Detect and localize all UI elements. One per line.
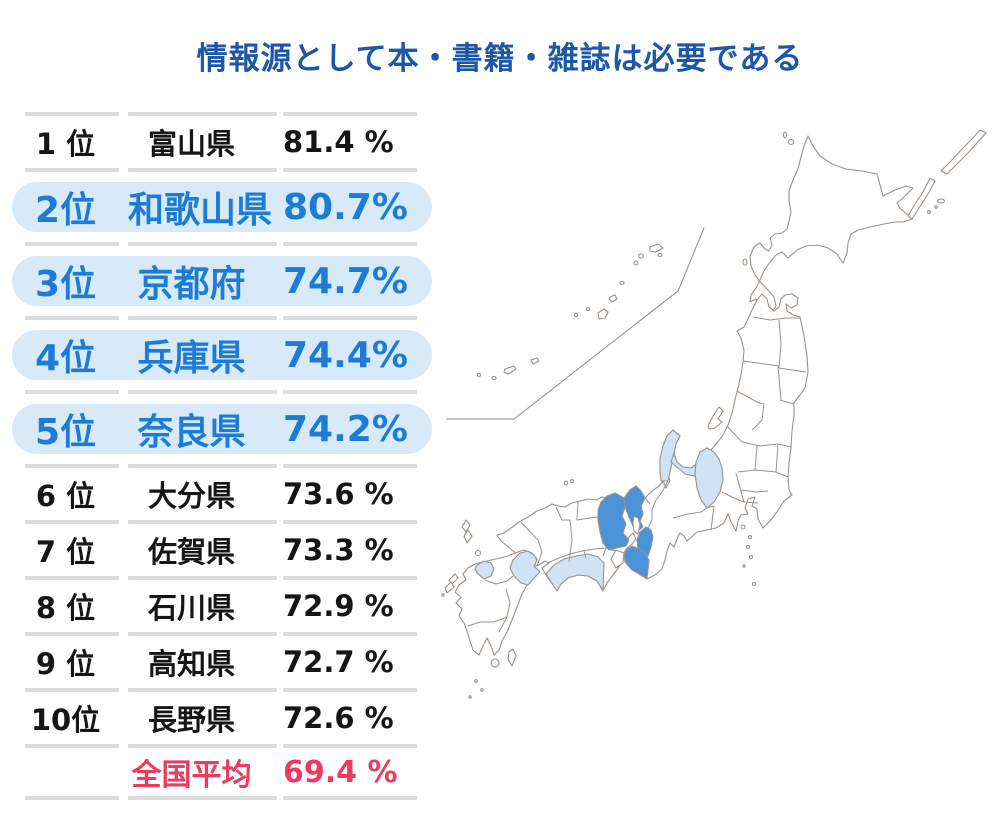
- pref-wakayama: [623, 545, 650, 579]
- rank-cell: 7 位: [35, 535, 96, 569]
- prefecture-cell: 奈良県: [137, 412, 246, 453]
- divider: [12, 112, 432, 116]
- pref-saga: [474, 560, 495, 580]
- value-cell: 73.6 %: [283, 477, 394, 511]
- highlight-pill: [12, 330, 432, 380]
- pref-ishikawa: [659, 429, 681, 482]
- ranking-table: 1 位 富山県 81.4 % 2位 和歌山県 80.7% 3位 京都府 74.7…: [12, 112, 432, 800]
- value-cell: 72.7 %: [283, 645, 394, 679]
- divider: [12, 632, 432, 636]
- value-cell: 81.4 %: [283, 125, 394, 159]
- divider: [12, 242, 432, 246]
- divider: [12, 168, 432, 172]
- value-cell: 74.7%: [283, 260, 408, 302]
- prefecture-cell: 高知県: [147, 647, 235, 681]
- divider: [12, 688, 432, 692]
- tsushima-island: [461, 519, 471, 533]
- rank-cell: 9 位: [35, 647, 96, 681]
- izu-islands: [740, 524, 746, 530]
- rank-cell: 10位: [30, 703, 101, 737]
- prefecture-cell: 兵庫県: [137, 338, 246, 379]
- rank-row-6: 6 位 大分県 73.6 %: [12, 468, 432, 520]
- rank-cell: 6 位: [35, 479, 96, 513]
- rank-cell: 3位: [34, 264, 97, 305]
- value-cell: 74.4%: [283, 334, 408, 376]
- pref-nagano: [694, 447, 724, 509]
- hokkaido: [742, 131, 914, 318]
- kuril-islands: [907, 129, 987, 220]
- prefecture-cell: 全国平均: [131, 758, 252, 793]
- dark-highlight-prefectures: [597, 485, 654, 579]
- prefecture-cell: 富山県: [147, 127, 235, 161]
- japan-map: [440, 100, 1000, 814]
- value-cell: 69.4 %: [283, 754, 398, 790]
- prefecture-cell: 佐賀県: [147, 535, 235, 569]
- awaji-island: [610, 549, 625, 569]
- value-cell: 72.9 %: [283, 589, 394, 623]
- rank-row-7: 7 位 佐賀県 73.3 %: [12, 524, 432, 576]
- prefecture-cell: 京都府: [137, 264, 246, 305]
- yakushima-island: [490, 658, 500, 668]
- pref-kyoto: [623, 485, 646, 532]
- prefecture-cell: 大分県: [147, 479, 235, 513]
- highlight-pill: [12, 404, 432, 454]
- value-cell: 74.2%: [283, 408, 408, 450]
- divider: [12, 576, 432, 580]
- nansei-islands: [476, 243, 664, 381]
- rank-row-9: 9 位 高知県 72.7 %: [12, 636, 432, 688]
- rishiri-island: [787, 138, 795, 146]
- rank-row-8: 8 位 石川県 72.9 %: [12, 580, 432, 632]
- divider: [12, 390, 432, 394]
- prefecture-cell: 和歌山県: [128, 190, 273, 231]
- national-average-row: 全国平均 69.4 %: [12, 748, 432, 796]
- rank-cell: 8 位: [35, 591, 96, 625]
- rank-row-1: 1 位 富山県 81.4 %: [12, 116, 432, 168]
- rank-row-3: 3位 京都府 74.7%: [12, 246, 432, 316]
- value-cell: 80.7%: [283, 186, 408, 228]
- prefecture-borders: [467, 316, 807, 633]
- oki-islands: [563, 480, 569, 486]
- divider: [12, 744, 432, 748]
- pref-oita: [509, 550, 541, 586]
- prefecture-cell: 長野県: [147, 703, 235, 737]
- highlight-pill: [12, 256, 432, 306]
- rank-row-10: 10位 長野県 72.6 %: [12, 692, 432, 744]
- rank-row-4: 4位 兵庫県 74.4%: [12, 320, 432, 390]
- okushiri-island: [742, 258, 748, 266]
- rank-cell: 4位: [34, 338, 97, 379]
- prefecture-cell: 石川県: [147, 591, 235, 625]
- rank-row-5: 5位 奈良県 74.2%: [12, 394, 432, 464]
- light-highlight-prefectures: [474, 429, 724, 592]
- page-title: 情報源として本・書籍・雑誌は必要である: [196, 41, 804, 77]
- divider: [12, 316, 432, 320]
- rank-cell: 1 位: [35, 127, 96, 161]
- rank-cell: 5位: [34, 412, 97, 453]
- inset-divider-line: [446, 227, 705, 420]
- rebun-island: [782, 131, 788, 139]
- divider: [12, 464, 432, 468]
- lake-biwa: [632, 515, 641, 535]
- rank-cell: 2位: [34, 190, 97, 231]
- tanegashima-island: [507, 648, 517, 667]
- rank-row-2: 2位 和歌山県 80.7%: [12, 172, 432, 242]
- iki-island: [474, 549, 482, 557]
- highlight-pill: [12, 182, 432, 232]
- value-cell: 72.6 %: [283, 701, 394, 735]
- value-cell: 73.3 %: [283, 533, 394, 567]
- divider: [12, 796, 432, 800]
- small-islands: [563, 406, 757, 587]
- sado-island: [707, 406, 724, 430]
- pref-hyogo: [597, 492, 630, 551]
- divider: [12, 520, 432, 524]
